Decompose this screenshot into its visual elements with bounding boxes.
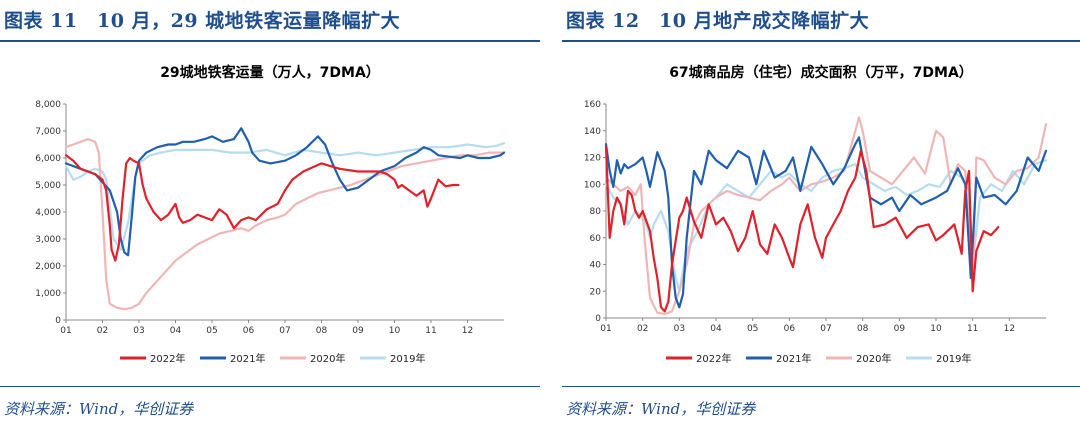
y-tick-label: 2,000: [35, 262, 61, 272]
legend-label: 2021年: [776, 352, 811, 365]
y-tick-label: 0: [595, 314, 601, 324]
x-tick-label: 12: [1004, 324, 1015, 334]
y-tick-label: 160: [584, 100, 601, 110]
figure-header: 图表 11 10 月，29 城地铁客运量降幅扩大: [0, 0, 540, 42]
y-tick-label: 100: [584, 180, 601, 190]
legend-label: 2021年: [230, 352, 265, 365]
y-tick-label: 20: [590, 287, 602, 297]
x-tick-label: 05: [206, 326, 217, 336]
y-tick-label: 4,000: [35, 208, 61, 218]
x-tick-label: 06: [784, 324, 796, 334]
chart-title: 67城商品房（住宅）成交面积（万平，7DMA）: [669, 65, 973, 81]
x-tick-label: 09: [352, 326, 364, 336]
source-divider: [562, 386, 1080, 387]
x-tick-label: 10: [930, 324, 942, 334]
x-tick-label: 11: [425, 326, 436, 336]
legend-label: 2019年: [390, 352, 425, 365]
series-line-2022年: [64, 154, 460, 262]
legend-label: 2020年: [310, 352, 345, 365]
source-divider: [0, 386, 540, 387]
source-note: 资料来源：Wind，华创证券: [4, 400, 194, 418]
y-tick-label: 1,000: [35, 289, 61, 299]
figure-header: 图表 12 10 月地产成交降幅扩大: [562, 0, 1080, 42]
series-line-2021年: [64, 127, 506, 257]
x-tick-label: 10: [389, 326, 401, 336]
figure-panel-housing: 图表 12 10 月地产成交降幅扩大 67城商品房（住宅）成交面积（万平，7DM…: [562, 0, 1080, 431]
y-tick-label: 120: [584, 154, 601, 164]
chart-title: 29城地铁客运量（万人，7DMA）: [160, 65, 380, 81]
y-tick-label: 60: [590, 234, 602, 244]
x-tick-label: 08: [316, 326, 328, 336]
y-tick-label: 80: [590, 207, 602, 217]
x-tick-label: 04: [170, 326, 182, 336]
legend-label: 2019年: [936, 352, 971, 365]
source-note: 资料来源：Wind，华创证券: [566, 400, 756, 418]
x-tick-label: 02: [97, 326, 108, 336]
y-tick-label: 140: [584, 127, 601, 137]
x-tick-label: 01: [60, 326, 71, 336]
x-tick-label: 09: [894, 324, 906, 334]
x-tick-label: 06: [243, 326, 255, 336]
series-line-2020年: [604, 116, 1048, 316]
x-tick-label: 07: [820, 324, 831, 334]
legend-label: 2022年: [150, 352, 185, 365]
x-tick-label: 12: [462, 326, 473, 336]
legend-label: 2022年: [696, 352, 731, 365]
y-tick-label: 3,000: [35, 235, 61, 245]
x-tick-label: 02: [637, 324, 648, 334]
x-tick-label: 03: [674, 324, 685, 334]
figure-title: 图表 12 10 月地产成交降幅扩大: [566, 10, 870, 32]
series-line-2021年: [604, 136, 1048, 309]
y-tick-label: 6,000: [35, 154, 61, 164]
housing-sales-chart: 0 20 40 60 80 100 120 140 160 01 02 03 04 05 06 07 08 09 1…: [584, 100, 1048, 365]
y-tick-label: 5,000: [35, 181, 61, 191]
y-tick-label: 40: [590, 261, 602, 271]
x-tick-label: 05: [747, 324, 758, 334]
x-tick-label: 01: [600, 324, 611, 334]
metro-ridership-chart: 0 1,000 2,000 3,000 4,000 5,000 6,000 7,000 8,00…: [35, 100, 506, 365]
figure-panel-metro: 图表 11 10 月，29 城地铁客运量降幅扩大 29城地铁客运量（万人，7DM…: [0, 0, 540, 418]
x-tick-label: 07: [279, 326, 290, 336]
x-tick-label: 03: [133, 326, 144, 336]
series-line-2022年: [604, 145, 1000, 313]
series-line-2019年: [64, 142, 506, 251]
x-tick-label: 11: [967, 324, 978, 334]
x-tick-label: 08: [857, 324, 869, 334]
figure-title: 图表 11 10 月，29 城地铁客运量降幅扩大: [4, 10, 401, 32]
series-line-2020年: [64, 137, 506, 311]
x-tick-label: 04: [710, 324, 722, 334]
y-tick-label: 7,000: [35, 127, 61, 137]
y-tick-label: 0: [55, 316, 61, 326]
y-tick-label: 8,000: [35, 100, 61, 110]
legend-label: 2020年: [856, 352, 891, 365]
